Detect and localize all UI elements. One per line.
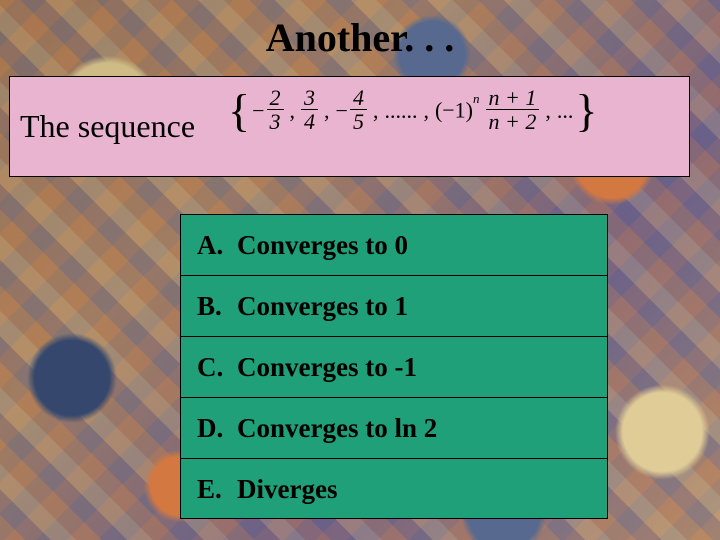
answer-option-e[interactable]: E. Diverges	[181, 459, 607, 520]
term-1: 2 3	[267, 87, 284, 134]
answer-text: Diverges	[237, 474, 337, 505]
general-num: n + 1	[486, 87, 540, 110]
answer-text: Converges to 1	[237, 291, 408, 322]
dots-mid: ......	[384, 98, 417, 124]
answer-letter: B.	[197, 291, 237, 322]
comma: ,	[373, 98, 379, 124]
answer-text: Converges to ln 2	[237, 413, 437, 444]
answer-text: Converges to 0	[237, 230, 408, 261]
term-3-num: 4	[350, 87, 367, 110]
answer-letter: C.	[197, 352, 237, 383]
answer-option-a[interactable]: A. Converges to 0	[181, 215, 607, 276]
answers-box: A. Converges to 0 B. Converges to 1 C. C…	[180, 214, 608, 519]
comma: ,	[290, 98, 296, 124]
term-2-num: 3	[301, 87, 318, 110]
comma: ,	[324, 98, 330, 124]
general-den: n + 2	[486, 110, 540, 134]
answer-option-d[interactable]: D. Converges to ln 2	[181, 398, 607, 459]
term-1-den: 3	[267, 110, 284, 134]
dots-end: ...	[557, 98, 574, 124]
minus-sign: −	[252, 98, 264, 124]
question-label: The sequence	[20, 108, 195, 145]
answer-letter: A.	[197, 230, 237, 261]
answer-text: Converges to -1	[237, 352, 417, 383]
question-box: The sequence { − 2 3 , 3 4 , − 4 5 , ...…	[9, 76, 690, 177]
slide-title: Another. . .	[0, 14, 720, 61]
comma: ,	[423, 98, 429, 124]
answer-letter: D.	[197, 413, 237, 444]
general-frac: n + 1 n + 2	[486, 87, 540, 134]
term-3: 4 5	[350, 87, 367, 134]
sequence-formula: { − 2 3 , 3 4 , − 4 5 , ...... , (−1)n n…	[228, 87, 597, 167]
answer-letter: E.	[197, 474, 237, 505]
term-2-den: 4	[301, 110, 318, 134]
answer-option-b[interactable]: B. Converges to 1	[181, 276, 607, 337]
answer-option-c[interactable]: C. Converges to -1	[181, 337, 607, 398]
general-base: (−1)n	[435, 97, 480, 123]
minus-sign: −	[336, 98, 348, 124]
term-1-num: 2	[267, 87, 284, 110]
term-2: 3 4	[301, 87, 318, 134]
comma: ,	[545, 98, 551, 124]
term-3-den: 5	[350, 110, 367, 134]
